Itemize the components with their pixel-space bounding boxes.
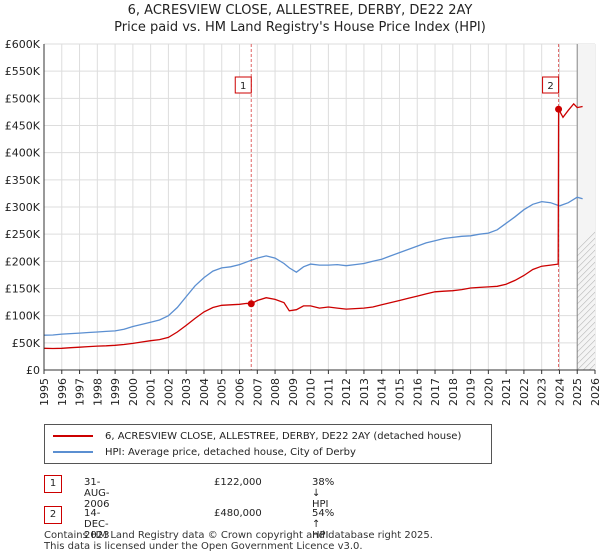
x-tick-label: 2022: [518, 378, 531, 406]
transaction-points: [247, 105, 563, 308]
x-tick-label: 2021: [500, 378, 513, 406]
legend-swatch-hpi: [53, 451, 93, 453]
transaction-price: £480,000: [214, 508, 262, 519]
x-tick-label: 2019: [465, 378, 478, 406]
x-tick-label: 2012: [340, 378, 353, 406]
x-tick-label: 2013: [358, 378, 371, 406]
transaction-point-2: [555, 105, 563, 113]
hatch-line: [595, 44, 600, 370]
y-tick-label: £450K: [5, 120, 41, 133]
legend-label-hpi: HPI: Average price, detached house, City…: [105, 446, 356, 458]
legend-swatch-price: [53, 435, 93, 437]
transaction-badge-2: 2: [44, 506, 62, 524]
x-tick-label: 2007: [251, 378, 264, 406]
x-tick-label: 1998: [91, 378, 104, 406]
price-chart: £0 £50K £100K £150K £200K £250K £300K £350K £400…: [5, 38, 600, 406]
transaction-date: 31-AUG-2006: [84, 477, 110, 510]
hpi-series-line: [43, 196, 583, 336]
chart-subtitle: Price paid vs. HM Land Registry's House …: [114, 20, 486, 35]
x-tick-label: 2000: [127, 378, 140, 406]
x-tick-label: 2014: [376, 378, 389, 406]
price-series-line: [43, 102, 583, 350]
legend: 6, ACRESVIEW CLOSE, ALLESTREE, DERBY, DE…: [44, 424, 492, 464]
x-tick-label: 2006: [234, 378, 247, 406]
grid: [43, 43, 596, 371]
annotation-label: 1: [240, 81, 246, 92]
transaction-badge-1: 1: [44, 475, 62, 493]
y-tick-label: £350K: [5, 174, 41, 187]
x-tick-label: 2024: [553, 378, 566, 406]
y-tick-label: £0: [26, 364, 40, 377]
transaction-hpi-diff: 38% ↓ HPI: [312, 477, 335, 510]
chart-title: 6, ACRESVIEW CLOSE, ALLESTREE, DERBY, DE…: [127, 3, 473, 18]
y-tick-label: £500K: [5, 92, 41, 105]
x-tick-label: 2025: [571, 378, 584, 406]
legend-label-price: 6, ACRESVIEW CLOSE, ALLESTREE, DERBY, DE…: [105, 430, 462, 442]
annotation-box: [234, 76, 252, 94]
x-tick-label: 2008: [269, 378, 282, 406]
x-tick-label: 2002: [162, 378, 175, 406]
x-tick-label: 1996: [56, 378, 69, 406]
x-tick-label: 1997: [74, 378, 87, 406]
transaction-point-1: [247, 300, 255, 308]
annotation-box: [542, 76, 560, 94]
annotation-badge-2: 2: [542, 76, 560, 94]
legend-item-hpi: HPI: Average price, detached house, City…: [53, 444, 356, 460]
series-lines: [43, 102, 583, 350]
x-tick-label: 2023: [536, 378, 549, 406]
x-tick-label: 2005: [216, 378, 229, 406]
transaction-date: 14-DEC-2023: [84, 508, 110, 541]
axes: £0 £50K £100K £150K £200K £250K £300K £350K £400…: [5, 38, 600, 406]
annotation-label: 2: [547, 81, 553, 92]
x-tick-label: 1999: [109, 378, 122, 406]
x-tick-label: 2026: [589, 378, 600, 406]
annotation-badge-1: 1: [234, 76, 252, 94]
y-tick-label: £400K: [5, 147, 41, 160]
hatch-line: [577, 309, 596, 329]
y-tick-label: £250K: [5, 228, 41, 241]
y-tick-label: £50K: [12, 337, 41, 350]
x-tick-label: 1995: [38, 378, 51, 406]
footer-licence: This data is licensed under the Open Gov…: [44, 541, 363, 552]
future-region: [577, 44, 595, 370]
x-tick-label: 2020: [482, 378, 495, 406]
y-tick-label: £550K: [5, 65, 41, 78]
x-tick-label: 2010: [305, 378, 318, 406]
x-tick-label: 2001: [145, 378, 158, 406]
x-tick-label: 2015: [393, 378, 406, 406]
y-tick-label: £100K: [5, 310, 41, 323]
footer-copyright: Contains HM Land Registry data © Crown c…: [44, 530, 433, 541]
y-tick-label: £200K: [5, 255, 41, 268]
transaction-hpi-diff: 54% ↑ HPI: [312, 508, 335, 541]
x-tick-label: 2009: [287, 378, 300, 406]
x-tick-label: 2016: [411, 378, 424, 406]
x-tick-label: 2018: [447, 378, 460, 406]
legend-item-price: 6, ACRESVIEW CLOSE, ALLESTREE, DERBY, DE…: [53, 428, 461, 444]
x-tick-label: 2011: [322, 378, 335, 406]
y-tick-label: £300K: [5, 201, 41, 214]
y-tick-label: £150K: [5, 283, 41, 296]
x-tick-label: 2004: [198, 378, 211, 406]
x-tick-label: 2017: [429, 378, 442, 406]
y-tick-label: £600K: [5, 38, 41, 51]
hatch-line: [577, 303, 596, 323]
transaction-price: £122,000: [214, 477, 262, 488]
x-tick-label: 2003: [180, 378, 193, 406]
